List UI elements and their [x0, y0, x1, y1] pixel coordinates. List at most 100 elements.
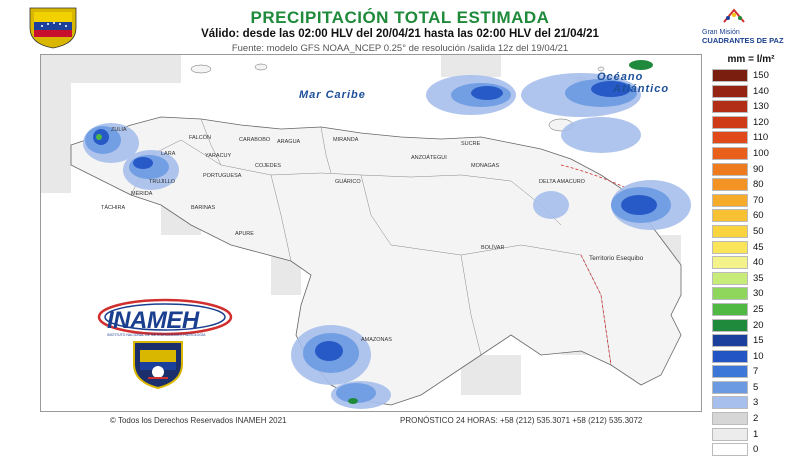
legend-item: 30 — [707, 286, 795, 302]
state-label: AMAZONAS — [361, 337, 392, 343]
legend-swatch — [712, 380, 748, 394]
legend-item: 20 — [707, 318, 795, 334]
legend-item: 25 — [707, 302, 795, 318]
state-label: MÉRIDA — [131, 191, 153, 197]
legend-item: 10 — [707, 349, 795, 365]
ocean-label-1: Océano — [597, 71, 644, 83]
legend-value: 20 — [753, 319, 764, 331]
legend-swatch — [712, 427, 748, 441]
map-title: PRECIPITACIÓN TOTAL ESTIMADA — [250, 8, 550, 27]
state-label: ANZOÁTEGUI — [411, 155, 447, 161]
legend-item: 15 — [707, 333, 795, 349]
state-label: MONAGAS — [471, 163, 500, 169]
legend-swatch — [712, 84, 748, 98]
legend-value: 2 — [753, 413, 759, 425]
territory-label: Territorio Esequibo — [589, 255, 644, 262]
ocean-label-2: Atlántico — [613, 83, 670, 95]
state-label: CARABOBO — [239, 137, 271, 143]
legend-value: 70 — [753, 194, 764, 206]
state-label: LARA — [161, 151, 176, 157]
legend-item: 80 — [707, 177, 795, 193]
legend-swatch — [712, 178, 748, 192]
legend-swatch — [712, 131, 748, 145]
legend: mm = l/m² 150 140 130 120 110 100 90 80 70 60 50 45… — [707, 54, 795, 458]
legend-value: 110 — [753, 132, 769, 144]
state-label: TRUJILLO — [149, 179, 175, 185]
legend-swatch — [712, 69, 748, 82]
legend-swatch — [712, 396, 748, 410]
state-label: GUÁRICO — [335, 179, 361, 185]
legend-swatch — [712, 224, 748, 238]
state-label: MIRANDA — [333, 137, 359, 143]
legend-value: 100 — [753, 147, 769, 159]
legend-item: 1 — [707, 427, 795, 443]
legend-item: 5 — [707, 380, 795, 396]
logo-line-1: Gran Misión — [702, 29, 740, 36]
forecast-phones: PRONÓSTICO 24 HORAS: +58 (212) 535.3071 … — [400, 416, 643, 425]
map-canvas — [41, 55, 691, 409]
legend-swatch — [712, 302, 748, 316]
legend-value: 140 — [753, 85, 769, 97]
legend-value: 130 — [753, 101, 769, 113]
legend-swatch — [712, 115, 748, 129]
legend-item: 7 — [707, 364, 795, 380]
state-label: FALCÓN — [189, 135, 212, 141]
legend-item: 90 — [707, 162, 795, 178]
legend-value: 1 — [753, 428, 759, 440]
legend-value: 10 — [753, 350, 764, 362]
legend-value: 90 — [753, 163, 764, 175]
legend-swatch — [712, 209, 748, 223]
legend-swatch — [712, 334, 748, 348]
legend-value: 35 — [753, 272, 764, 284]
inameh-logo: INAMEH INSTITUTO NACIONAL DE METEOROLOGÍ… — [95, 295, 235, 341]
legend-swatch — [712, 412, 748, 426]
legend-title: mm = l/m² — [727, 54, 775, 65]
legend-item: 150 — [707, 68, 795, 84]
data-source: Fuente: modelo GFS NOAA_NCEP 0.25° de re… — [231, 43, 569, 54]
state-label: SUCRE — [461, 141, 481, 147]
institutional-shield-icon — [126, 338, 190, 390]
venezuela-coat-of-arms-icon — [22, 6, 84, 50]
legend-swatch — [712, 256, 748, 270]
state-label: TÁCHIRA — [101, 205, 126, 211]
legend-swatch — [712, 146, 748, 160]
legend-item: 35 — [707, 271, 795, 287]
legend-item: 110 — [707, 130, 795, 146]
inameh-subtitle: INSTITUTO NACIONAL DE METEOROLOGÍA E HID… — [107, 333, 206, 337]
legend-swatch — [712, 162, 748, 176]
legend-value: 120 — [753, 116, 769, 128]
legend-value: 15 — [753, 335, 764, 347]
legend-value: 50 — [753, 225, 764, 237]
legend-value: 80 — [753, 179, 764, 191]
legend-value: 3 — [753, 397, 759, 409]
legend-value: 0 — [753, 444, 759, 456]
state-label: ZULIA — [111, 127, 127, 133]
legend-item: 70 — [707, 193, 795, 209]
legend-item: 60 — [707, 208, 795, 224]
sea-label: Mar Caribe — [299, 89, 366, 101]
legend-item: 2 — [707, 411, 795, 427]
legend-item: 130 — [707, 99, 795, 115]
state-label: DELTA AMACURO — [539, 179, 585, 185]
state-label: BARINAS — [191, 205, 216, 211]
legend-item: 140 — [707, 84, 795, 100]
state-label: PORTUGUESA — [203, 173, 242, 179]
house-figures-icon — [723, 8, 745, 23]
legend-swatch — [712, 193, 748, 207]
legend-swatch — [712, 365, 748, 379]
state-label: COJEDES — [255, 163, 281, 169]
legend-value: 40 — [753, 257, 764, 269]
legend-item: 40 — [707, 255, 795, 271]
legend-value: 45 — [753, 241, 764, 253]
inameh-text: INAMEH — [107, 307, 199, 334]
legend-value: 7 — [753, 366, 759, 378]
legend-swatch — [712, 318, 748, 332]
legend-value: 60 — [753, 210, 764, 222]
legend-swatch — [712, 349, 748, 363]
validity-period: Válido: desde las 02:00 HLV del 20/04/21… — [201, 28, 599, 40]
legend-swatch — [712, 287, 748, 301]
legend-value: 30 — [753, 288, 764, 300]
legend-swatch — [712, 100, 748, 114]
legend-swatch — [712, 271, 748, 285]
legend-item: 3 — [707, 395, 795, 411]
